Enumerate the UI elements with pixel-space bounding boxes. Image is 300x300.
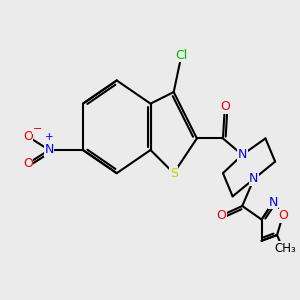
Text: −: −: [33, 124, 42, 134]
Text: +: +: [45, 132, 53, 142]
Text: O: O: [23, 130, 33, 143]
Text: O: O: [23, 157, 33, 170]
Text: O: O: [220, 100, 230, 113]
Text: Cl: Cl: [175, 49, 188, 62]
Text: O: O: [278, 209, 288, 222]
Text: S: S: [170, 167, 178, 180]
Text: O: O: [216, 209, 226, 222]
Text: N: N: [249, 172, 259, 185]
Text: CH₃: CH₃: [275, 242, 297, 255]
Text: N: N: [44, 143, 54, 157]
Text: N: N: [238, 148, 247, 161]
Text: N: N: [268, 196, 278, 208]
